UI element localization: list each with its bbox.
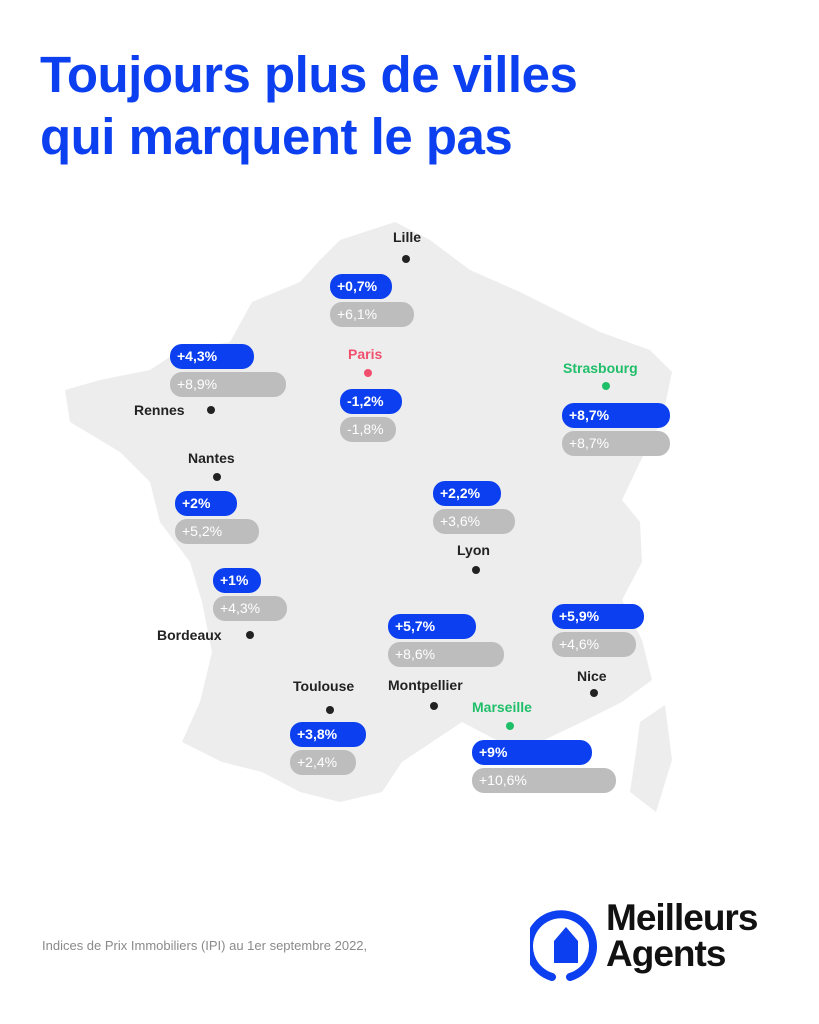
city-marker-montpellier	[430, 702, 438, 710]
previous-change-paris: -1,8%	[340, 417, 396, 442]
meilleurs-agents-logo-icon	[530, 910, 597, 981]
city-marker-lille	[402, 255, 410, 263]
previous-change-lyon: +3,6%	[433, 509, 515, 534]
current-change-bordeaux: +1%	[213, 568, 261, 593]
current-change-nice: +5,9%	[552, 604, 644, 629]
previous-change-marseille: +10,6%	[472, 768, 616, 793]
footnote: Indices de Prix Immobiliers (IPI) au 1er…	[42, 938, 368, 953]
city-marker-toulouse	[326, 706, 334, 714]
city-marker-bordeaux	[246, 631, 254, 639]
current-change-paris: -1,2%	[340, 389, 402, 414]
city-label-toulouse: Toulouse	[293, 678, 355, 694]
city-label-montpellier: Montpellier	[388, 677, 463, 693]
current-change-montpellier: +5,7%	[388, 614, 476, 639]
city-marker-paris	[364, 369, 372, 377]
city-label-lille: Lille	[393, 229, 422, 245]
previous-change-nice: +4,6%	[552, 632, 636, 657]
current-change-toulouse: +3,8%	[290, 722, 366, 747]
title-line-1: Toujours plus de villes	[40, 46, 578, 103]
previous-change-rennes: +8,9%	[170, 372, 286, 397]
city-label-paris: Paris	[348, 346, 383, 362]
previous-change-montpellier: +8,6%	[388, 642, 504, 667]
previous-change-strasbourg: +8,7%	[562, 431, 670, 456]
logo-text: Meilleurs Agents	[606, 897, 758, 974]
city-label-lyon: Lyon	[457, 542, 490, 558]
previous-change-toulouse: +2,4%	[290, 750, 356, 775]
city-label-nice: Nice	[577, 668, 607, 684]
previous-change-bordeaux: +4,3%	[213, 596, 287, 621]
current-change-lyon: +2,2%	[433, 481, 501, 506]
city-marker-strasbourg	[602, 382, 610, 390]
city-marker-rennes	[207, 406, 215, 414]
current-change-marseille: +9%	[472, 740, 592, 765]
current-change-rennes: +4,3%	[170, 344, 254, 369]
city-label-bordeaux: Bordeaux	[157, 627, 222, 643]
city-label-marseille: Marseille	[472, 699, 532, 715]
previous-change-lille: +6,1%	[330, 302, 414, 327]
corsica-shape	[630, 705, 672, 812]
city-label-rennes: Rennes	[134, 402, 185, 418]
city-marker-lyon	[472, 566, 480, 574]
city-label-strasbourg: Strasbourg	[563, 360, 638, 376]
current-change-strasbourg: +8,7%	[562, 403, 670, 428]
city-marker-marseille	[506, 722, 514, 730]
title-line-2: qui marquent le pas	[40, 108, 513, 165]
city-marker-nice	[590, 689, 598, 697]
previous-change-nantes: +5,2%	[175, 519, 259, 544]
current-change-lille: +0,7%	[330, 274, 392, 299]
city-marker-nantes	[213, 473, 221, 481]
city-label-nantes: Nantes	[188, 450, 235, 466]
current-change-nantes: +2%	[175, 491, 237, 516]
page-title: Toujours plus de villes qui marquent le p…	[40, 44, 578, 168]
